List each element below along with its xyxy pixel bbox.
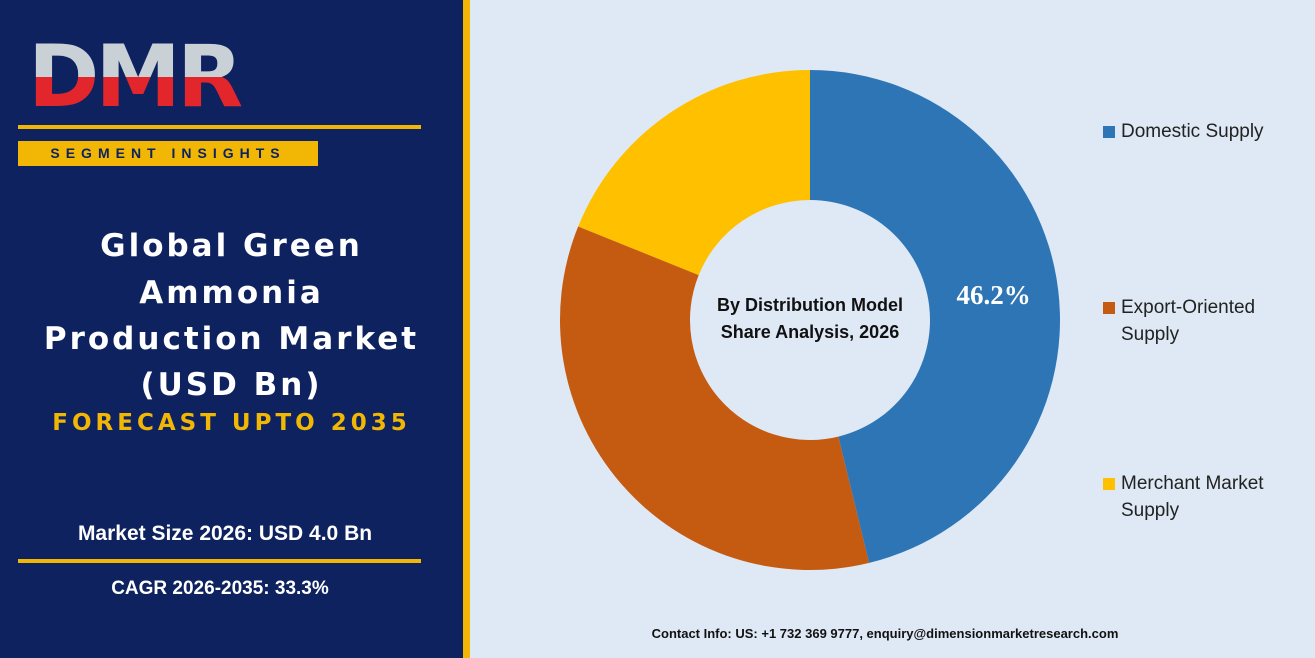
- slice: [559, 226, 870, 570]
- badge: SEGMENT INSIGHTS: [18, 141, 318, 166]
- market-size: Market Size 2026: USD 4.0 Bn: [77, 522, 373, 545]
- divider-stripe: [463, 0, 470, 658]
- chart-subtitle: Share Analysis, 2026: [721, 322, 899, 342]
- donut-chart: By Distribution Model Share Analysis, 20…: [559, 70, 1061, 570]
- logo: DMR: [28, 28, 246, 113]
- logo-text: DMR: [28, 28, 242, 113]
- slice: [578, 70, 810, 276]
- chart-title: By Distribution Model: [717, 295, 903, 315]
- title-line: Global Green: [100, 228, 363, 264]
- rule: [18, 125, 421, 129]
- legend-swatch: [1103, 478, 1115, 490]
- legend-label: Domestic Supply: [1121, 121, 1264, 142]
- slice: [810, 70, 1061, 563]
- title-line: Production Market: [43, 321, 420, 357]
- legend-swatch: [1103, 302, 1115, 314]
- left-panel: [0, 0, 463, 658]
- legend-item: Export-Oriented Supply: [1103, 294, 1278, 348]
- cagr: CAGR 2026-2035: 33.3%: [111, 578, 329, 599]
- value-label: 46.2%: [957, 280, 1031, 310]
- rule: [18, 559, 421, 563]
- title-line: (USD Bn): [140, 367, 323, 403]
- contact: Contact Info: US: +1 732 369 9777, enqui…: [651, 626, 1119, 641]
- legend-item: Domestic Supply: [1103, 118, 1278, 145]
- legend-label: Merchant Market Supply: [1121, 473, 1264, 521]
- title-line: Ammonia: [139, 275, 324, 311]
- legend-item: Merchant Market Supply: [1103, 470, 1278, 524]
- legend-label: Export-Oriented Supply: [1121, 297, 1256, 345]
- legend-swatch: [1103, 126, 1115, 138]
- forecast: FORECAST UPTO 2035: [52, 410, 411, 436]
